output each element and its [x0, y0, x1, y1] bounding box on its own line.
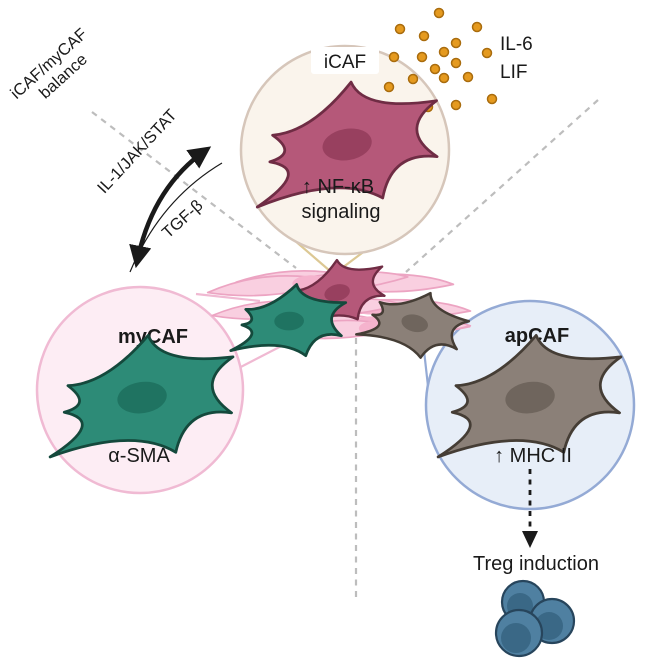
molecule-dot-icon	[433, 7, 445, 19]
molecule-dot-icon	[383, 81, 395, 93]
icaf-title-bg	[311, 47, 379, 74]
molecule-dot-icon	[438, 72, 450, 84]
arrow-accent-arc	[129, 162, 223, 273]
molecule-dot-icon	[418, 30, 430, 42]
molecule-dot-icon	[394, 23, 406, 35]
mycaf-title: myCAF	[118, 326, 188, 348]
molecule-label-il6: IL-6	[500, 34, 533, 55]
molecule-dot-icon	[462, 71, 474, 83]
molecule-dot-icon	[471, 21, 483, 33]
molecule-label-lif: LIF	[500, 62, 527, 83]
molecule-dot-icon	[416, 51, 428, 63]
molecule-dot-icon	[438, 46, 450, 58]
treg-label: Treg induction	[473, 553, 599, 575]
treg-arrowhead-icon	[522, 531, 538, 548]
molecule-dot-icon	[407, 73, 419, 85]
treg-cells	[494, 579, 576, 658]
arrow-label-top: IL-1/JAK/STAT	[94, 106, 181, 197]
fibroblast-cluster	[206, 249, 474, 367]
apcaf-marker-label: ↑ MHC II	[494, 445, 572, 467]
molecule-dot-icon	[481, 47, 493, 59]
mycaf-callout-line	[195, 292, 261, 303]
molecule-dot-icon	[450, 99, 462, 111]
icaf-note-line1: ↑ NF-κB	[302, 176, 374, 198]
icaf-note-line2: signaling	[302, 201, 381, 223]
molecule-dot-icon	[388, 51, 400, 63]
molecule-dot-icon	[450, 57, 462, 69]
bidirectional-arrow	[129, 146, 212, 269]
mycaf-marker-label: α-SMA	[108, 445, 170, 467]
molecule-dot-icon	[486, 93, 498, 105]
balance-label: iCAF/myCAF balance	[7, 22, 107, 117]
arrow-label-bottom: TGF-β	[159, 197, 207, 242]
molecule-dot-icon	[429, 63, 441, 75]
dashed-axis-right	[405, 99, 599, 273]
treg-cell-nucleus	[501, 623, 531, 653]
icaf-title: iCAF	[324, 52, 366, 73]
molecule-dot-icon	[450, 37, 462, 49]
